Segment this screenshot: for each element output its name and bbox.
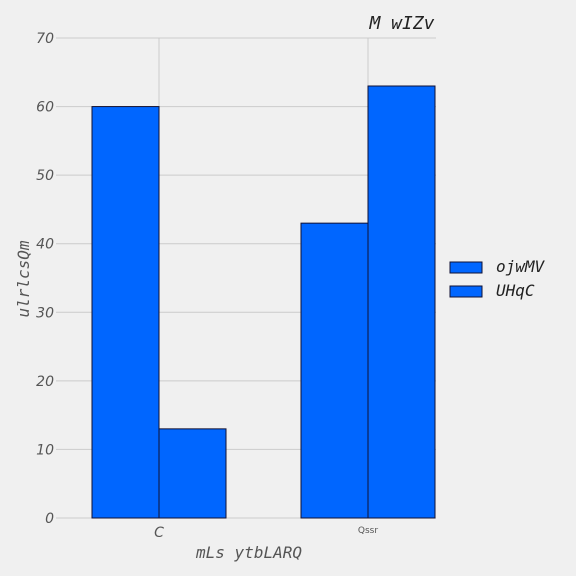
legend-label: UHqC	[496, 281, 535, 300]
y-tick-label: 60	[36, 100, 54, 116]
y-tick-label: 40	[36, 237, 54, 253]
x-tick-label: C	[154, 525, 164, 541]
bar	[91, 106, 160, 519]
x-axis-ticks: C Qssr	[154, 525, 378, 541]
x-axis-label: mLs ytbLARQ	[195, 543, 302, 562]
y-tick-label: 50	[36, 168, 54, 184]
y-axis-label: ulrlcsQm	[14, 240, 33, 317]
legend: ojwMV UHqC	[449, 257, 546, 300]
legend-label: ojwMV	[496, 257, 546, 276]
y-axis-ticks: 0 10 20 30 40 50 60 70	[36, 31, 54, 527]
bar	[158, 428, 227, 519]
x-tick-label: Qssr	[358, 526, 378, 536]
y-tick-label: 20	[36, 374, 54, 390]
bar	[367, 85, 436, 519]
legend-swatch	[449, 285, 483, 298]
y-tick-label: 10	[36, 442, 54, 458]
bars-layer	[91, 85, 436, 519]
y-tick-label: 70	[36, 31, 54, 47]
legend-swatch	[449, 261, 483, 274]
bar	[300, 222, 369, 519]
y-tick-label: 30	[36, 305, 54, 321]
chart-title: M wIZv	[368, 13, 434, 34]
y-tick-label: 0	[45, 511, 54, 527]
